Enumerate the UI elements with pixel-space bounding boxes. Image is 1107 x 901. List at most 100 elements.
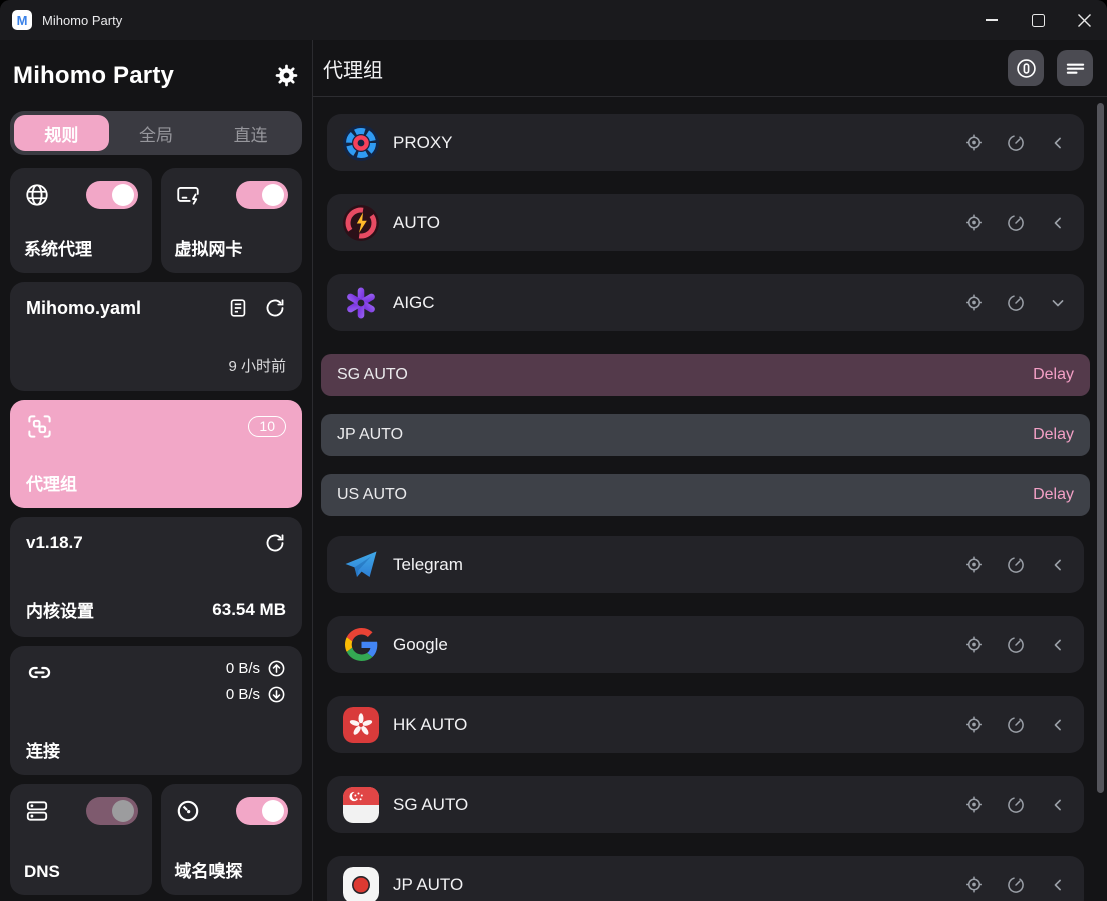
locate-icon[interactable] bbox=[964, 133, 984, 153]
node-name: JP AUTO bbox=[337, 426, 404, 443]
connections-label: 连接 bbox=[26, 742, 60, 761]
group-name: JP AUTO bbox=[393, 874, 464, 894]
delay-button[interactable]: Delay bbox=[1033, 486, 1074, 503]
tun-label: 虚拟网卡 bbox=[174, 240, 243, 259]
chevron-left-icon[interactable] bbox=[1048, 555, 1068, 575]
scrollbar-thumb[interactable] bbox=[1097, 103, 1104, 793]
group-row-telegram[interactable]: Telegram bbox=[327, 536, 1084, 593]
locate-icon[interactable] bbox=[964, 635, 984, 655]
maximize-button[interactable] bbox=[1015, 0, 1061, 40]
delay-button[interactable]: Delay bbox=[1033, 426, 1074, 443]
chevron-left-icon[interactable] bbox=[1048, 213, 1068, 233]
tab-global[interactable]: 全局 bbox=[139, 125, 173, 145]
sniff-toggle[interactable] bbox=[236, 797, 288, 825]
group-row-jp-auto[interactable]: JP AUTO bbox=[327, 856, 1084, 901]
layout-button[interactable] bbox=[1057, 50, 1093, 86]
globe-icon bbox=[26, 184, 48, 206]
chevron-down-icon[interactable] bbox=[1048, 293, 1068, 313]
group-row-sg-auto[interactable]: SG AUTO bbox=[327, 776, 1084, 833]
locate-icon[interactable] bbox=[964, 213, 984, 233]
sniff-card[interactable]: 域名嗅探 bbox=[160, 784, 302, 895]
node-row-us-auto[interactable]: US AUTO Delay bbox=[321, 474, 1090, 516]
group-row-auto[interactable]: AUTO bbox=[327, 194, 1084, 251]
chevron-left-icon[interactable] bbox=[1048, 715, 1068, 735]
locate-icon[interactable] bbox=[964, 795, 984, 815]
virtual-nic-icon bbox=[176, 187, 199, 205]
proxy-group-list: PROXY AUTO bbox=[313, 97, 1107, 901]
close-button[interactable] bbox=[1061, 0, 1107, 40]
system-proxy-label: 系统代理 bbox=[24, 240, 92, 259]
sidebar-item-proxy-groups[interactable]: 10 代理组 bbox=[10, 400, 302, 508]
group-row-aigc[interactable]: AIGC bbox=[327, 274, 1084, 331]
tab-rule[interactable]: 规则 bbox=[14, 115, 109, 151]
close-icon bbox=[1077, 13, 1091, 27]
tab-direct[interactable]: 直连 bbox=[233, 125, 268, 145]
sidebar: Mihomo Party 规则 全局 直连 bbox=[0, 40, 313, 901]
group-name: PROXY bbox=[393, 132, 453, 152]
system-proxy-card[interactable]: 系统代理 bbox=[10, 168, 152, 273]
titlebar: M Mihomo Party bbox=[0, 0, 1107, 40]
speedtest-icon[interactable] bbox=[1006, 635, 1026, 655]
group-name: HK AUTO bbox=[393, 714, 468, 734]
group-count-badge: 10 bbox=[248, 416, 286, 437]
node-row-sg-auto[interactable]: SG AUTO Delay bbox=[321, 354, 1090, 396]
chevron-left-icon[interactable] bbox=[1048, 795, 1068, 815]
speedtest-icon[interactable] bbox=[1006, 133, 1026, 153]
dns-toggle[interactable] bbox=[85, 797, 138, 825]
aigc-node-list: SG AUTO Delay JP AUTO Delay US AUTO Dela… bbox=[321, 354, 1090, 516]
group-name: SG AUTO bbox=[393, 794, 469, 814]
connections-card[interactable]: 0 B/s 0 B/s 连接 bbox=[10, 646, 302, 775]
speedtest-icon[interactable] bbox=[1006, 875, 1026, 895]
profile-card[interactable]: Mihomo.yaml 9 小时前 bbox=[10, 282, 302, 391]
locate-icon[interactable] bbox=[964, 555, 984, 575]
speedtest-icon[interactable] bbox=[1006, 293, 1026, 313]
telegram-icon bbox=[343, 547, 379, 583]
gear-icon[interactable] bbox=[274, 63, 299, 88]
group-row-google[interactable]: Google bbox=[327, 616, 1084, 673]
document-icon[interactable] bbox=[227, 297, 249, 319]
speedtest-icon[interactable] bbox=[1006, 715, 1026, 735]
delay-display-button[interactable] bbox=[1008, 50, 1044, 86]
tun-card[interactable]: 虚拟网卡 bbox=[160, 168, 302, 273]
proxy-group-icon bbox=[28, 415, 51, 438]
group-row-hk-auto[interactable]: HK AUTO bbox=[327, 696, 1084, 753]
node-row-jp-auto[interactable]: JP AUTO Delay bbox=[321, 414, 1090, 456]
dns-server-icon bbox=[26, 801, 48, 821]
core-version: v1.18.7 bbox=[26, 533, 83, 552]
upload-speed: 0 B/s bbox=[225, 660, 260, 677]
align-left-icon bbox=[1066, 63, 1084, 74]
page-title: 代理组 bbox=[323, 59, 383, 82]
sg-flag-icon bbox=[343, 786, 379, 823]
chevron-left-icon[interactable] bbox=[1048, 635, 1068, 655]
outbound-mode-tabs: 规则 全局 直连 bbox=[10, 111, 302, 155]
locate-icon[interactable] bbox=[964, 293, 984, 313]
refresh-icon[interactable] bbox=[264, 297, 286, 319]
speedtest-icon[interactable] bbox=[1006, 795, 1026, 815]
sidebar-app-title: Mihomo Party bbox=[13, 61, 175, 89]
window-controls bbox=[969, 0, 1107, 40]
link-icon bbox=[28, 666, 51, 679]
google-icon bbox=[343, 627, 379, 663]
jp-flag-icon bbox=[343, 866, 379, 901]
restart-core-icon[interactable] bbox=[264, 532, 286, 554]
node-name: US AUTO bbox=[337, 486, 407, 503]
proxy-group-logo-icon bbox=[343, 124, 379, 161]
node-name: SG AUTO bbox=[337, 366, 408, 383]
tun-toggle[interactable] bbox=[236, 181, 288, 209]
core-settings-card[interactable]: v1.18.7 内核设置 63.54 MB bbox=[10, 517, 302, 637]
proxy-groups-page: 代理组 PROXY bbox=[313, 40, 1107, 901]
locate-icon[interactable] bbox=[964, 875, 984, 895]
system-proxy-toggle[interactable] bbox=[85, 181, 138, 209]
speedtest-icon[interactable] bbox=[1006, 213, 1026, 233]
minimize-button[interactable] bbox=[969, 0, 1015, 40]
speedtest-icon[interactable] bbox=[1006, 555, 1026, 575]
page-header: 代理组 bbox=[313, 40, 1107, 97]
chevron-left-icon[interactable] bbox=[1048, 133, 1068, 153]
dns-label: DNS bbox=[24, 862, 60, 881]
delay-button[interactable]: Delay bbox=[1033, 366, 1074, 383]
dns-card[interactable]: DNS bbox=[10, 784, 152, 895]
group-row-proxy[interactable]: PROXY bbox=[327, 114, 1084, 171]
locate-icon[interactable] bbox=[964, 715, 984, 735]
chevron-left-icon[interactable] bbox=[1048, 875, 1068, 895]
